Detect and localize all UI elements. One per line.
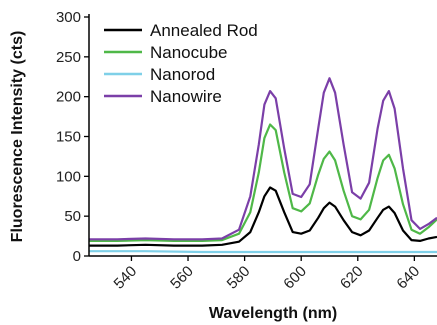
- y-tick-label: 250: [56, 49, 81, 66]
- x-tick-label: 560: [167, 263, 197, 293]
- legend-label-nanorod: Nanorod: [150, 65, 215, 84]
- x-tick-label: 600: [280, 263, 310, 293]
- x-tick-label: 540: [111, 263, 141, 293]
- x-axis-title: Wavelength (nm): [209, 305, 337, 322]
- series-line-annealed-rod: [89, 186, 437, 247]
- x-tick-label: 640: [393, 263, 423, 293]
- legend: Annealed Rod Nanocube Nanorod Nanowire: [104, 21, 258, 106]
- x-tick-label: 580: [224, 263, 254, 293]
- y-tick-label: 300: [56, 9, 81, 26]
- series-line-nanorod: [89, 250, 437, 254]
- y-axis-title: Fluorescence Intensity (cts): [9, 31, 26, 243]
- series-line-nanowire: [89, 77, 437, 241]
- plot-lines: [89, 77, 437, 254]
- y-tick-label: 50: [64, 208, 81, 225]
- legend-label-nanowire: Nanowire: [150, 87, 222, 106]
- y-tick-label: 100: [56, 168, 81, 185]
- y-tick-label: 200: [56, 89, 81, 106]
- x-tick-label: 620: [337, 263, 367, 293]
- legend-label-annealed-rod: Annealed Rod: [150, 21, 258, 40]
- legend-label-nanocube: Nanocube: [150, 43, 228, 62]
- y-tick-label: 0: [73, 248, 81, 265]
- y-tick-label: 150: [56, 129, 81, 146]
- axes: 0 50 100 150 200 250 300 540 560 580 600 620 640: [56, 9, 437, 293]
- series-line-nanocube: [89, 123, 437, 242]
